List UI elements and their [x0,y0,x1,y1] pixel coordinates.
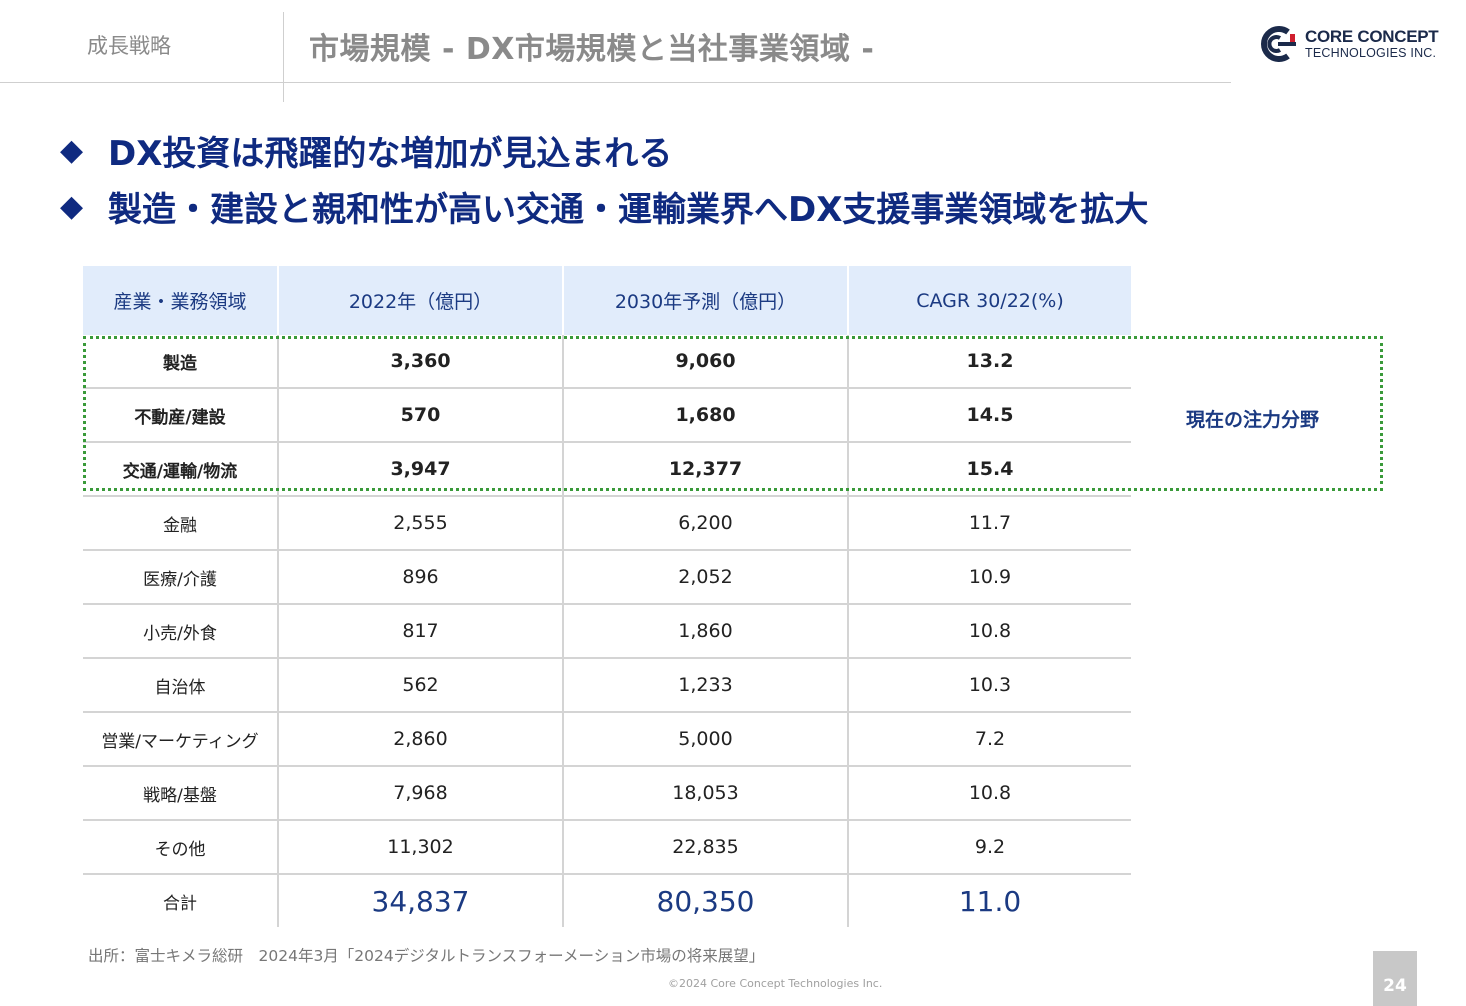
value-2030-cell: 12,377 [562,442,848,497]
value-2030-cell: 1,233 [562,658,848,713]
cagr-cell: 14.5 [847,388,1131,443]
value-2022-cell: 3,947 [277,442,563,497]
table-row: 戦略/基盤 7,968 18,053 10.8 [83,766,1131,821]
column-header: CAGR 30/22(%) [847,266,1131,335]
total-label: 合計 [163,893,197,914]
value-2022-cell: 817 [277,604,563,659]
value-2022-cell: 11,302 [277,820,563,875]
logo-mark-icon [1261,26,1296,62]
value-2022-cell: 2,860 [277,712,563,767]
page-number-text: 24 [1383,976,1407,996]
cagr-cell: 15.4 [847,442,1131,497]
industry-cell: 戦略/基盤 [83,766,278,821]
total-row: 合計 34,837 80,350 11.0 [83,874,1131,927]
table-row: 自治体 562 1,233 10.3 [83,658,1131,713]
value-2030-cell: 6,200 [562,496,848,551]
value-2030-cell: 1,860 [562,604,848,659]
industry-cell: 製造 [83,335,278,389]
value-2030-cell: 9,060 [562,335,848,389]
company-logo: CORE CONCEPT TECHNOLOGIES INC. [1258,24,1458,68]
section-label: 成長戦略 [87,34,171,58]
table-row: 製造 3,360 9,060 13.2 [83,335,1131,389]
table-row: 医療/介護 896 2,052 10.9 [83,550,1131,605]
diamond-bullet-icon: ◆ [60,133,84,168]
industry-cell: 医療/介護 [83,550,278,605]
value-2030-cell: 5,000 [562,712,848,767]
cagr-cell: 11.7 [847,496,1131,551]
value-2022-cell: 3,360 [277,335,563,389]
source-note: 出所：富士キメラ総研 2024年3月「2024デジタルトランスフォーメーション市… [88,947,765,965]
logo-subtitle: TECHNOLOGIES INC. [1305,46,1437,60]
table-row: 不動産/建設 570 1,680 14.5 [83,388,1131,443]
logo-name: CORE CONCEPT [1305,27,1439,46]
industry-cell: 金融 [83,496,278,551]
headline-1: ◆ DX投資は飛躍的な増加が見込まれる [60,126,672,175]
industry-cell: 営業/マーケティング [83,712,278,767]
table-row: 交通/運輸/物流 3,947 12,377 15.4 [83,442,1131,497]
value-2022-cell: 570 [277,388,563,443]
table-header-row: 産業・業務領域 2022年（億円） 2030年予測（億円） CAGR 30/22… [83,266,1131,335]
page-title: 市場規模 - DX市場規模と当社事業領域 - [309,32,875,67]
cagr-cell: 10.8 [847,766,1131,821]
headline-text: DX投資は飛躍的な増加が見込まれる [108,134,673,174]
industry-cell: その他 [83,820,278,875]
table-row: その他 11,302 22,835 9.2 [83,820,1131,875]
headline-text: 製造・建設と親和性が高い交通・運輸業界へDX支援事業領域を拡大 [108,190,1149,230]
focus-area-highlight [83,336,1383,491]
industry-cell: 不動産/建設 [83,388,278,443]
total-2030-value: 80,350 [562,874,848,927]
value-2030-cell: 2,052 [562,550,848,605]
headline-2: ◆ 製造・建設と親和性が高い交通・運輸業界へDX支援事業領域を拡大 [60,182,1148,231]
industry-cell: 交通/運輸/物流 [83,442,278,497]
cagr-cell: 13.2 [847,335,1131,389]
header-rule [0,82,1231,83]
cagr-cell: 7.2 [847,712,1131,767]
value-2030-cell: 18,053 [562,766,848,821]
cagr-cell: 10.3 [847,658,1131,713]
focus-area-label: 現在の注力分野 [1186,409,1320,431]
table-row: 金融 2,555 6,200 11.7 [83,496,1131,551]
value-2022-cell: 896 [277,550,563,605]
industry-cell: 小売/外食 [83,604,278,659]
total-2022-value: 34,837 [277,874,563,927]
table-row: 小売/外食 817 1,860 10.8 [83,604,1131,659]
diamond-bullet-icon: ◆ [60,189,84,224]
page-number: 24 [1373,951,1417,1006]
table-row: 営業/マーケティング 2,860 5,000 7.2 [83,712,1131,767]
header-divider [283,12,284,102]
copyright: ©2024 Core Concept Technologies Inc. [668,977,883,990]
total-cagr-value: 11.0 [847,874,1131,927]
value-2030-cell: 1,680 [562,388,848,443]
column-header: 2030年予測（億円） [562,266,849,335]
cagr-cell: 10.9 [847,550,1131,605]
cagr-cell: 10.8 [847,604,1131,659]
value-2022-cell: 7,968 [277,766,563,821]
industry-cell: 自治体 [83,658,278,713]
value-2030-cell: 22,835 [562,820,848,875]
market-size-table: 産業・業務領域 2022年（億円） 2030年予測（億円） CAGR 30/22… [83,266,1131,927]
value-2022-cell: 562 [277,658,563,713]
value-2022-cell: 2,555 [277,496,563,551]
cagr-cell: 9.2 [847,820,1131,875]
column-header: 産業・業務領域 [83,266,279,335]
column-header: 2022年（億円） [277,266,564,335]
